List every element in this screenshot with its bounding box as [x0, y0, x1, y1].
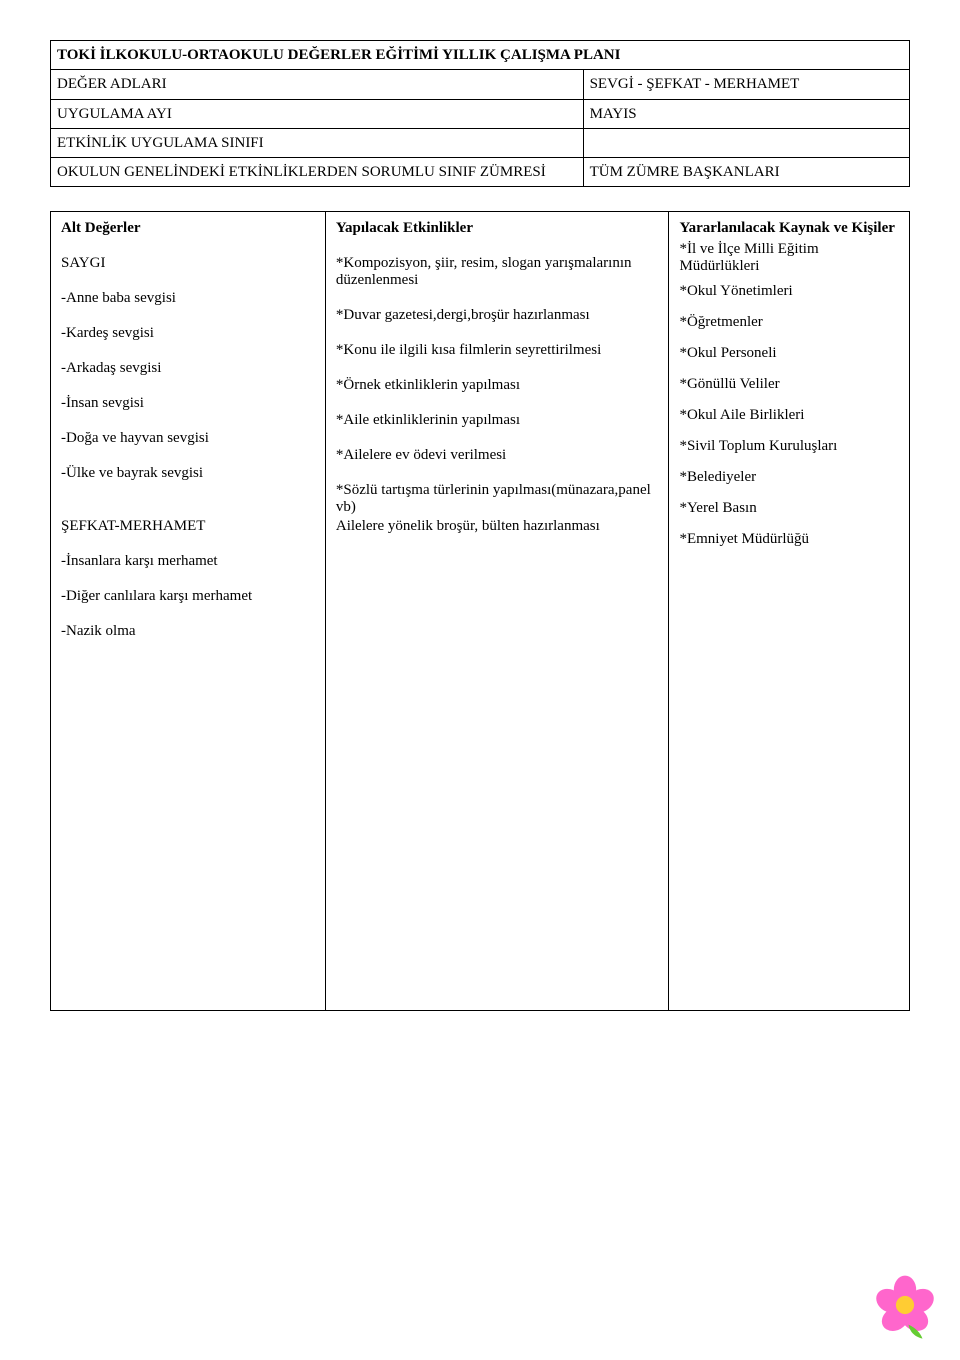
alt-deger-item: -Doğa ve hayvan sevgisi	[61, 430, 315, 447]
alt-deger-item: -İnsan sevgisi	[61, 395, 315, 412]
header-value	[583, 128, 909, 157]
kaynak-item: *Öğretmenler	[679, 314, 899, 331]
etkinlik-item: *Duvar gazetesi,dergi,broşür hazırlanmas…	[336, 307, 659, 324]
column-heading-etkinlikler: Yapılacak Etkinlikler	[336, 220, 659, 237]
alt-deger-item: -Diğer canlılara karşı merhamet	[61, 588, 315, 605]
alt-deger-group-title: SAYGI	[61, 255, 315, 272]
alt-deger-item: -Kardeş sevgisi	[61, 325, 315, 342]
header-value: MAYIS	[583, 99, 909, 128]
alt-deger-item: -Ülke ve bayrak sevgisi	[61, 465, 315, 482]
etkinlik-item: Ailelere yönelik broşür, bülten hazırlan…	[336, 518, 659, 535]
header-label: ETKİNLİK UYGULAMA SINIFI	[51, 128, 584, 157]
kaynak-item: *İl ve İlçe Milli Eğitim Müdürlükleri	[679, 241, 899, 275]
content-cell-kaynaklar: Yararlanılacak Kaynak ve Kişiler *İl ve …	[669, 212, 910, 1011]
header-row: UYGULAMA AYI MAYIS	[51, 99, 910, 128]
header-row: ETKİNLİK UYGULAMA SINIFI	[51, 128, 910, 157]
etkinlik-item: *Ailelere ev ödevi verilmesi	[336, 447, 659, 464]
alt-deger-group-title: ŞEFKAT-MERHAMET	[61, 518, 315, 535]
header-row: DEĞER ADLARI SEVGİ - ŞEFKAT - MERHAMET	[51, 70, 910, 99]
etkinlik-item: *Aile etkinliklerinin yapılması	[336, 412, 659, 429]
column-heading-alt-degerler: Alt Değerler	[61, 220, 315, 237]
header-label: OKULUN GENELİNDEKİ ETKİNLİKLERDEN SORUML…	[51, 158, 584, 187]
content-cell-alt-degerler: Alt Değerler SAYGI -Anne baba sevgisi -K…	[51, 212, 326, 1011]
etkinlik-item: *Kompozisyon, şiir, resim, slogan yarışm…	[336, 255, 659, 289]
kaynak-item: *Okul Yönetimleri	[679, 283, 899, 300]
alt-deger-item: -Arkadaş sevgisi	[61, 360, 315, 377]
etkinlik-item: *Örnek etkinliklerin yapılması	[336, 377, 659, 394]
flower-icon	[870, 1270, 940, 1340]
etkinlik-item: *Konu ile ilgili kısa filmlerin seyretti…	[336, 342, 659, 359]
content-table: Alt Değerler SAYGI -Anne baba sevgisi -K…	[50, 211, 910, 1011]
alt-deger-item: -İnsanlara karşı merhamet	[61, 553, 315, 570]
content-cell-etkinlikler: Yapılacak Etkinlikler *Kompozisyon, şiir…	[325, 212, 669, 1011]
kaynak-item: *Sivil Toplum Kuruluşları	[679, 438, 899, 455]
header-label: DEĞER ADLARI	[51, 70, 584, 99]
kaynak-item: *Gönüllü Veliler	[679, 376, 899, 393]
kaynak-item: *Okul Personeli	[679, 345, 899, 362]
header-label: UYGULAMA AYI	[51, 99, 584, 128]
header-value: SEVGİ - ŞEFKAT - MERHAMET	[583, 70, 909, 99]
document-title: TOKİ İLKOKULU-ORTAOKULU DEĞERLER EĞİTİMİ…	[51, 41, 910, 70]
header-row: OKULUN GENELİNDEKİ ETKİNLİKLERDEN SORUML…	[51, 158, 910, 187]
kaynak-item: *Yerel Basın	[679, 500, 899, 517]
header-table: TOKİ İLKOKULU-ORTAOKULU DEĞERLER EĞİTİMİ…	[50, 40, 910, 187]
header-value: TÜM ZÜMRE BAŞKANLARI	[583, 158, 909, 187]
kaynak-item: *Belediyeler	[679, 469, 899, 486]
column-heading-kaynaklar: Yararlanılacak Kaynak ve Kişiler	[679, 220, 899, 237]
alt-deger-item: -Nazik olma	[61, 623, 315, 640]
kaynak-item: *Emniyet Müdürlüğü	[679, 531, 899, 548]
etkinlik-item: *Sözlü tartışma türlerinin yapılması(mün…	[336, 482, 659, 516]
alt-deger-item: -Anne baba sevgisi	[61, 290, 315, 307]
kaynak-item: *Okul Aile Birlikleri	[679, 407, 899, 424]
